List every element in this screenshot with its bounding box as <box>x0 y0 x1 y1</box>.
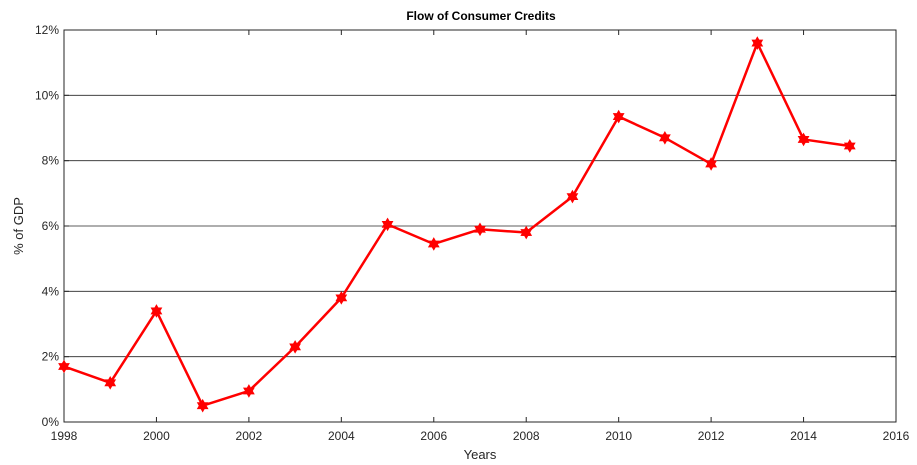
data-point <box>150 304 163 318</box>
y-tick-label: 12% <box>35 23 59 37</box>
data-point <box>797 132 810 147</box>
data-point <box>659 131 671 145</box>
data-point <box>520 225 533 240</box>
x-tick-label: 2006 <box>420 429 447 443</box>
y-tick-label: 6% <box>42 219 60 233</box>
y-tick-label: 0% <box>42 415 60 429</box>
x-tick-label: 2004 <box>328 429 355 443</box>
data-point <box>427 237 440 251</box>
x-axis-label: Years <box>464 447 497 462</box>
data-point <box>335 291 348 305</box>
x-axis-ticks: 1998 2000 2002 2004 2006 2008 2010 2012 2014 2016 <box>51 30 910 443</box>
chart-title: Flow of Consumer Credits <box>406 9 556 23</box>
y-tick-label: 2% <box>42 350 60 364</box>
series-line <box>63 41 850 407</box>
x-tick-label: 2008 <box>513 429 540 443</box>
data-point <box>196 398 209 413</box>
y-axis-ticks: 0% 2% 4% 6% 8% 10% 12% <box>35 23 896 429</box>
y-tick-label: 4% <box>42 284 60 298</box>
data-point <box>243 384 255 398</box>
y-axis-label: % of GDP <box>11 197 26 255</box>
data-point <box>843 139 856 153</box>
data-point <box>751 36 764 50</box>
x-tick-label: 2000 <box>143 429 170 443</box>
x-tick-label: 2002 <box>236 429 263 443</box>
series-consumer-credits <box>58 36 856 413</box>
x-tick-label: 2010 <box>605 429 632 443</box>
data-point <box>474 222 486 237</box>
y-tick-label: 10% <box>35 88 59 102</box>
data-point <box>58 359 70 374</box>
data-point <box>104 376 117 390</box>
data-point <box>612 109 625 124</box>
x-tick-label: 2012 <box>698 429 725 443</box>
x-tick-label: 2016 <box>883 429 910 443</box>
data-point <box>381 217 394 232</box>
data-point <box>566 189 579 204</box>
data-point <box>289 340 301 354</box>
x-tick-label: 2014 <box>790 429 817 443</box>
y-tick-label: 8% <box>42 154 60 168</box>
x-tick-label: 1998 <box>51 429 78 443</box>
data-point <box>705 157 717 171</box>
